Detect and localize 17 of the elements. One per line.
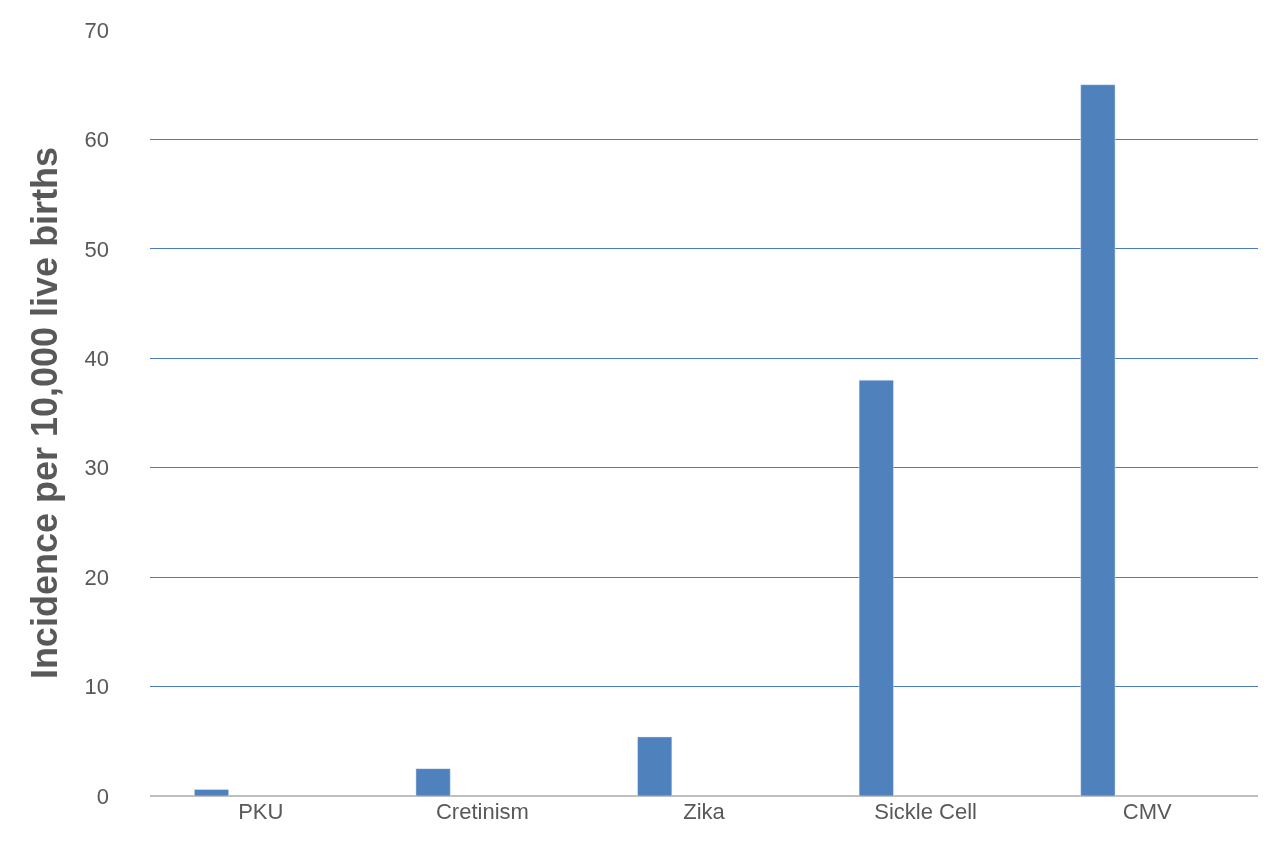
y-tick-label: 50	[84, 236, 109, 262]
y-axis-title: Incidence per 10,000 live births	[24, 146, 66, 680]
x-tick-label: Sickle Cell	[874, 799, 977, 824]
x-tick-label: Zika	[683, 799, 726, 824]
x-tick-label: Cretinism	[435, 799, 529, 824]
bar	[637, 736, 673, 796]
bar	[415, 768, 451, 796]
y-tick-label: 40	[84, 345, 109, 371]
x-tick-label: CMV	[1122, 799, 1172, 824]
x-tick-label: PKU	[238, 799, 284, 824]
y-tick-label: 20	[84, 564, 109, 590]
y-tick-label: 70	[84, 17, 109, 43]
bar	[194, 789, 229, 796]
y-tick-label: 0	[96, 783, 109, 809]
y-tick-label: 10	[84, 674, 109, 700]
y-tick-label: 30	[84, 455, 109, 481]
y-tick-label: 60	[84, 127, 109, 153]
